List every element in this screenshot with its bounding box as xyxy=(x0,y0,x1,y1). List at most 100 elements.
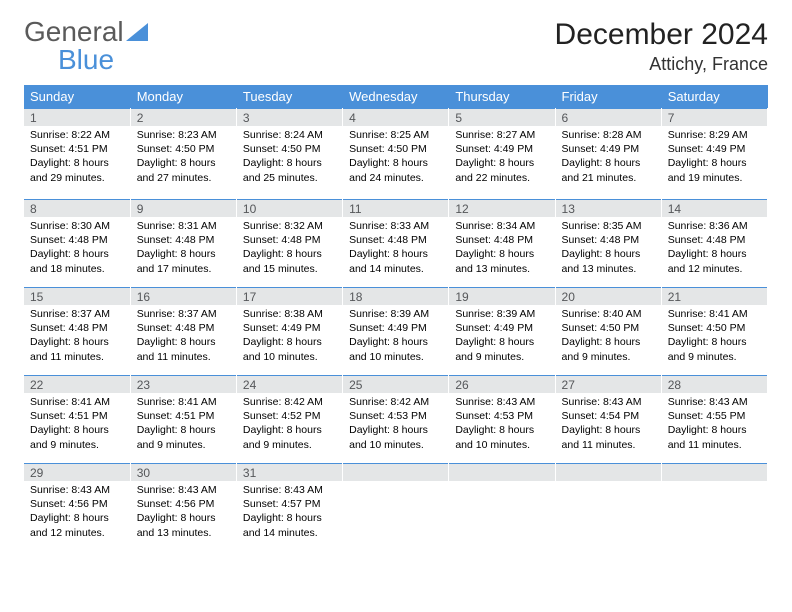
sunset-text: Sunset: 4:51 PM xyxy=(137,409,230,423)
daylight-text: Daylight: 8 hours and 9 minutes. xyxy=(30,423,124,451)
sunrise-text: Sunrise: 8:41 AM xyxy=(668,307,761,321)
calendar-week-row: 15Sunrise: 8:37 AMSunset: 4:48 PMDayligh… xyxy=(24,284,768,372)
daylight-text: Daylight: 8 hours and 25 minutes. xyxy=(243,156,336,184)
daylight-text: Daylight: 8 hours and 22 minutes. xyxy=(455,156,548,184)
daylight-text: Daylight: 8 hours and 9 minutes. xyxy=(243,423,336,451)
sunset-text: Sunset: 4:49 PM xyxy=(243,321,336,335)
col-header: Monday xyxy=(130,85,236,108)
day-body: Sunrise: 8:43 AMSunset: 4:56 PMDaylight:… xyxy=(24,481,130,544)
sunrise-text: Sunrise: 8:43 AM xyxy=(455,395,548,409)
sunset-text: Sunset: 4:57 PM xyxy=(243,497,336,511)
sunrise-text: Sunrise: 8:32 AM xyxy=(243,219,336,233)
daylight-text: Daylight: 8 hours and 13 minutes. xyxy=(562,247,655,275)
sunset-text: Sunset: 4:55 PM xyxy=(668,409,761,423)
daylight-text: Daylight: 8 hours and 14 minutes. xyxy=(243,511,336,539)
daylight-text: Daylight: 8 hours and 14 minutes. xyxy=(349,247,442,275)
sunrise-text: Sunrise: 8:25 AM xyxy=(349,128,442,142)
day-body: Sunrise: 8:37 AMSunset: 4:48 PMDaylight:… xyxy=(24,305,130,368)
sunrise-text: Sunrise: 8:43 AM xyxy=(668,395,761,409)
day-number: 3 xyxy=(237,108,342,126)
sunset-text: Sunset: 4:48 PM xyxy=(668,233,761,247)
calendar-day-cell: 23Sunrise: 8:41 AMSunset: 4:51 PMDayligh… xyxy=(130,372,236,460)
sunset-text: Sunset: 4:49 PM xyxy=(455,321,548,335)
calendar-week-row: 8Sunrise: 8:30 AMSunset: 4:48 PMDaylight… xyxy=(24,196,768,284)
day-number: 23 xyxy=(131,375,236,393)
daylight-text: Daylight: 8 hours and 24 minutes. xyxy=(349,156,442,184)
sunrise-text: Sunrise: 8:31 AM xyxy=(137,219,230,233)
sunrise-text: Sunrise: 8:22 AM xyxy=(30,128,124,142)
day-body: Sunrise: 8:32 AMSunset: 4:48 PMDaylight:… xyxy=(237,217,342,280)
daylight-text: Daylight: 8 hours and 9 minutes. xyxy=(668,335,761,363)
day-body: Sunrise: 8:30 AMSunset: 4:48 PMDaylight:… xyxy=(24,217,130,280)
day-number: 22 xyxy=(24,375,130,393)
day-number: 7 xyxy=(662,108,767,126)
day-body: Sunrise: 8:39 AMSunset: 4:49 PMDaylight:… xyxy=(343,305,448,368)
daylight-text: Daylight: 8 hours and 21 minutes. xyxy=(562,156,655,184)
day-number: 13 xyxy=(556,199,661,217)
calendar-day-cell: 18Sunrise: 8:39 AMSunset: 4:49 PMDayligh… xyxy=(343,284,449,372)
sunrise-text: Sunrise: 8:29 AM xyxy=(668,128,761,142)
calendar-day-cell: 14Sunrise: 8:36 AMSunset: 4:48 PMDayligh… xyxy=(661,196,767,284)
sunset-text: Sunset: 4:49 PM xyxy=(349,321,442,335)
sunrise-text: Sunrise: 8:39 AM xyxy=(349,307,442,321)
calendar-head: SundayMondayTuesdayWednesdayThursdayFrid… xyxy=(24,85,768,108)
day-number: 31 xyxy=(237,463,342,481)
calendar-day-cell: 24Sunrise: 8:42 AMSunset: 4:52 PMDayligh… xyxy=(236,372,342,460)
daylight-text: Daylight: 8 hours and 18 minutes. xyxy=(30,247,124,275)
sunset-text: Sunset: 4:49 PM xyxy=(668,142,761,156)
day-number xyxy=(449,463,554,481)
logo-triangle-icon xyxy=(126,19,148,46)
sunrise-text: Sunrise: 8:41 AM xyxy=(30,395,124,409)
sunset-text: Sunset: 4:52 PM xyxy=(243,409,336,423)
day-number: 9 xyxy=(131,199,236,217)
calendar-day-cell: 26Sunrise: 8:43 AMSunset: 4:53 PMDayligh… xyxy=(449,372,555,460)
sunrise-text: Sunrise: 8:28 AM xyxy=(562,128,655,142)
day-number: 16 xyxy=(131,287,236,305)
sunrise-text: Sunrise: 8:43 AM xyxy=(562,395,655,409)
sunset-text: Sunset: 4:50 PM xyxy=(137,142,230,156)
sunrise-text: Sunrise: 8:35 AM xyxy=(562,219,655,233)
calendar-day-cell: 21Sunrise: 8:41 AMSunset: 4:50 PMDayligh… xyxy=(661,284,767,372)
day-body: Sunrise: 8:31 AMSunset: 4:48 PMDaylight:… xyxy=(131,217,236,280)
day-number: 11 xyxy=(343,199,448,217)
col-header: Sunday xyxy=(24,85,130,108)
col-header: Tuesday xyxy=(236,85,342,108)
col-header: Saturday xyxy=(661,85,767,108)
calendar-day-cell: 6Sunrise: 8:28 AMSunset: 4:49 PMDaylight… xyxy=(555,108,661,196)
sunset-text: Sunset: 4:48 PM xyxy=(349,233,442,247)
sunset-text: Sunset: 4:49 PM xyxy=(455,142,548,156)
sunset-text: Sunset: 4:51 PM xyxy=(30,409,124,423)
sunset-text: Sunset: 4:54 PM xyxy=(562,409,655,423)
calendar-body: 1Sunrise: 8:22 AMSunset: 4:51 PMDaylight… xyxy=(24,108,768,548)
logo-word-1: General xyxy=(24,16,124,47)
location-label: Attichy, France xyxy=(555,54,768,75)
calendar-day-cell: 1Sunrise: 8:22 AMSunset: 4:51 PMDaylight… xyxy=(24,108,130,196)
logo-text: General Blue xyxy=(24,18,148,74)
day-body: Sunrise: 8:39 AMSunset: 4:49 PMDaylight:… xyxy=(449,305,554,368)
calendar-day-cell: 13Sunrise: 8:35 AMSunset: 4:48 PMDayligh… xyxy=(555,196,661,284)
calendar-day-cell: 12Sunrise: 8:34 AMSunset: 4:48 PMDayligh… xyxy=(449,196,555,284)
day-body: Sunrise: 8:42 AMSunset: 4:53 PMDaylight:… xyxy=(343,393,448,456)
day-body: Sunrise: 8:43 AMSunset: 4:56 PMDaylight:… xyxy=(131,481,236,544)
daylight-text: Daylight: 8 hours and 13 minutes. xyxy=(137,511,230,539)
col-header: Thursday xyxy=(449,85,555,108)
day-body: Sunrise: 8:34 AMSunset: 4:48 PMDaylight:… xyxy=(449,217,554,280)
day-number: 24 xyxy=(237,375,342,393)
calendar-day-cell: 11Sunrise: 8:33 AMSunset: 4:48 PMDayligh… xyxy=(343,196,449,284)
daylight-text: Daylight: 8 hours and 12 minutes. xyxy=(30,511,124,539)
daylight-text: Daylight: 8 hours and 11 minutes. xyxy=(30,335,124,363)
day-number: 27 xyxy=(556,375,661,393)
sunrise-text: Sunrise: 8:38 AM xyxy=(243,307,336,321)
daylight-text: Daylight: 8 hours and 29 minutes. xyxy=(30,156,124,184)
header-row: General Blue December 2024 Attichy, Fran… xyxy=(24,18,768,75)
day-body: Sunrise: 8:36 AMSunset: 4:48 PMDaylight:… xyxy=(662,217,767,280)
calendar-day-cell xyxy=(343,460,449,548)
calendar-day-cell: 17Sunrise: 8:38 AMSunset: 4:49 PMDayligh… xyxy=(236,284,342,372)
sunset-text: Sunset: 4:50 PM xyxy=(562,321,655,335)
sunset-text: Sunset: 4:48 PM xyxy=(137,321,230,335)
calendar-day-cell: 16Sunrise: 8:37 AMSunset: 4:48 PMDayligh… xyxy=(130,284,236,372)
day-number: 18 xyxy=(343,287,448,305)
sunrise-text: Sunrise: 8:37 AM xyxy=(30,307,124,321)
sunset-text: Sunset: 4:50 PM xyxy=(243,142,336,156)
calendar-week-row: 29Sunrise: 8:43 AMSunset: 4:56 PMDayligh… xyxy=(24,460,768,548)
